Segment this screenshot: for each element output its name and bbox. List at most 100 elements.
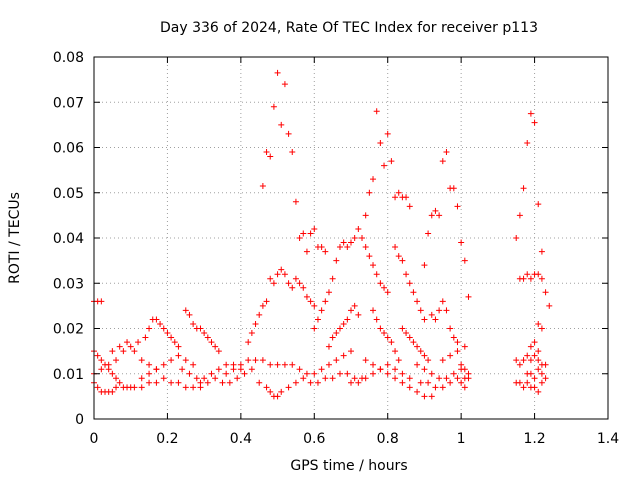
data-point <box>252 320 259 327</box>
data-point <box>443 149 450 156</box>
data-point <box>377 280 384 287</box>
data-point <box>274 393 281 400</box>
data-point <box>381 162 388 169</box>
data-point <box>461 366 468 373</box>
data-point <box>292 275 299 282</box>
data-point <box>417 348 424 355</box>
data-point <box>138 375 145 382</box>
data-point <box>248 330 255 337</box>
data-point <box>513 235 520 241</box>
data-point <box>274 361 281 368</box>
data-point <box>270 103 277 110</box>
data-point <box>329 334 336 341</box>
data-point <box>289 149 296 156</box>
x-tick-label: 1.2 <box>523 431 545 447</box>
data-point <box>318 244 325 251</box>
y-axis-label: ROTI / TECUs <box>7 192 23 284</box>
data-point <box>113 384 120 391</box>
data-point <box>241 370 248 377</box>
data-point <box>432 207 439 214</box>
data-point <box>109 388 116 395</box>
data-point <box>153 366 160 373</box>
data-point <box>527 357 534 364</box>
data-point <box>219 379 226 386</box>
data-point <box>160 361 167 368</box>
data-point <box>425 357 432 364</box>
data-point <box>215 366 222 373</box>
data-point <box>175 379 182 386</box>
data-point <box>348 379 354 386</box>
data-point <box>439 158 446 165</box>
data-point <box>113 357 120 364</box>
data-point <box>348 348 354 355</box>
y-tick-label: 0.02 <box>53 322 84 338</box>
data-point <box>381 284 388 291</box>
data-point <box>322 248 329 255</box>
data-point <box>524 352 531 359</box>
data-point <box>263 298 270 305</box>
data-point <box>336 370 343 377</box>
data-point <box>381 330 388 337</box>
data-point <box>414 343 421 350</box>
data-point <box>186 370 193 377</box>
data-point <box>450 185 457 192</box>
data-point <box>458 379 465 386</box>
data-point <box>314 379 321 386</box>
data-point <box>428 311 435 318</box>
data-point <box>230 366 237 373</box>
data-point <box>289 284 296 291</box>
y-tick-label: 0.04 <box>53 231 84 247</box>
data-point <box>193 375 200 382</box>
data-point <box>373 316 380 323</box>
data-point <box>237 361 244 368</box>
data-point <box>403 271 410 278</box>
data-point <box>325 361 332 368</box>
data-point <box>344 244 351 251</box>
x-axis-tick-labels: 0 0.2 0.4 0.6 0.8 1 1.2 1.4 <box>90 431 620 447</box>
data-point <box>531 119 538 126</box>
data-point <box>458 361 465 368</box>
data-point <box>263 384 270 391</box>
data-point <box>428 212 435 219</box>
data-point <box>256 311 263 318</box>
data-point <box>146 325 153 332</box>
data-point <box>138 357 145 364</box>
data-point <box>362 357 369 364</box>
data-point <box>208 370 215 377</box>
data-point <box>212 375 219 382</box>
data-point <box>421 262 428 269</box>
data-point <box>362 244 369 251</box>
data-point <box>513 357 520 364</box>
data-point <box>322 375 329 382</box>
data-point <box>285 384 292 391</box>
data-point <box>377 139 384 146</box>
data-point <box>146 370 153 377</box>
data-point <box>197 325 204 332</box>
y-tick-label: 0.06 <box>53 141 84 157</box>
data-point <box>399 325 406 332</box>
data-point <box>340 352 347 359</box>
data-point <box>285 280 292 287</box>
data-point <box>425 230 432 237</box>
data-point <box>414 361 421 368</box>
data-point <box>300 375 307 382</box>
data-point <box>520 357 527 364</box>
data-point <box>351 375 358 382</box>
data-point <box>300 284 307 291</box>
y-tick-label: 0.01 <box>53 367 84 383</box>
data-point <box>256 379 263 386</box>
data-point <box>516 361 523 368</box>
data-point <box>406 280 413 287</box>
data-point <box>98 298 105 305</box>
data-point <box>439 298 446 305</box>
data-point <box>303 370 310 377</box>
data-point <box>454 375 461 382</box>
data-point <box>175 343 182 350</box>
data-point <box>113 375 120 382</box>
data-point <box>234 375 241 382</box>
data-point <box>131 348 138 355</box>
axis-ticks <box>93 56 609 420</box>
x-tick-label: 0.4 <box>230 431 252 447</box>
data-point <box>168 334 175 341</box>
